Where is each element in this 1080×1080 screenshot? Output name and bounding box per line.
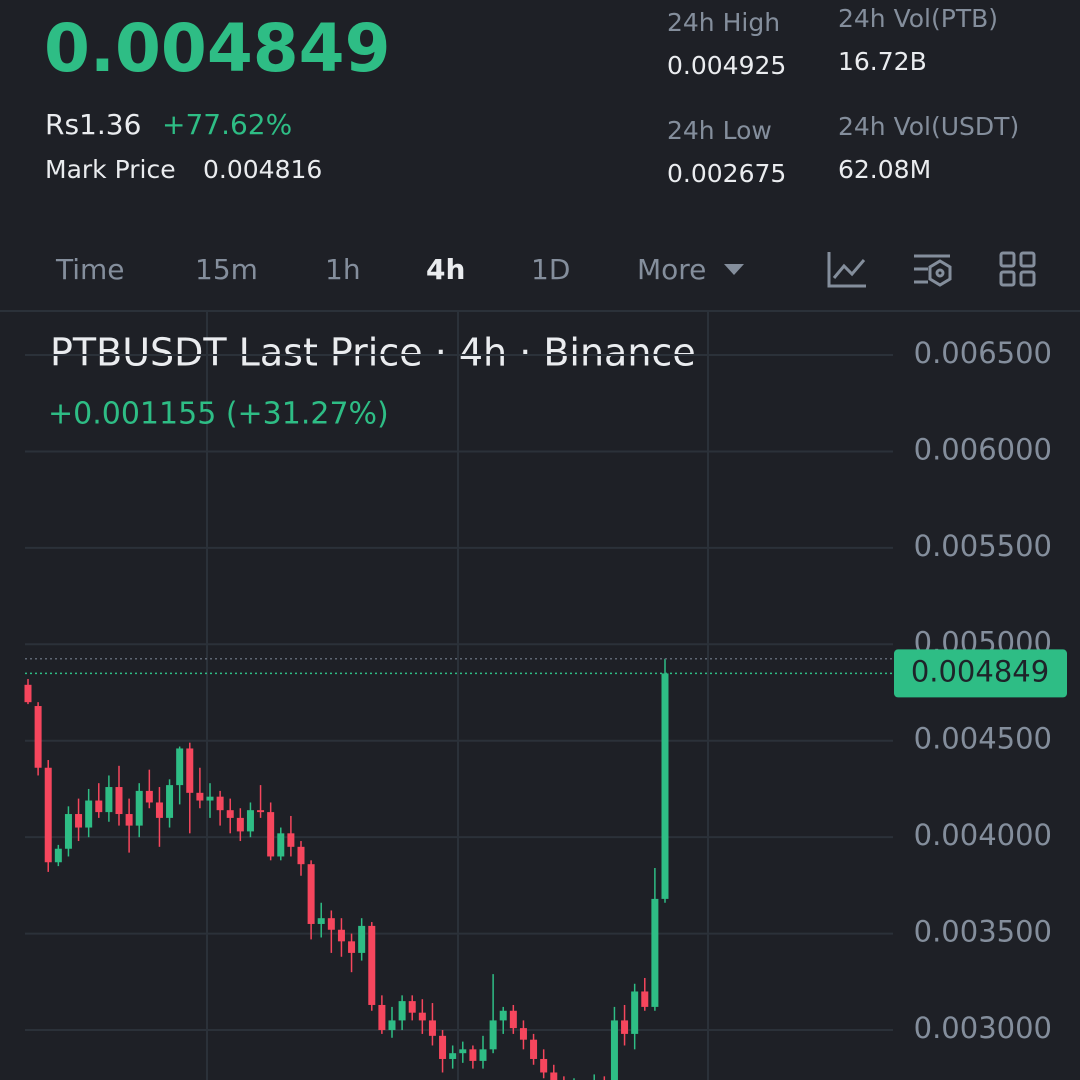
stat-value: 0.004925 [667,51,787,80]
candle-body [530,1039,538,1059]
stat-value: 62.08M [838,155,932,184]
candle-body [378,1004,386,1031]
candle-body [196,792,204,801]
tab[interactable]: Time [56,253,125,286]
y-tick-label: 0.006000 [914,432,1052,466]
candle-body [216,796,224,811]
tab[interactable]: 1h [325,253,361,286]
toolbar-icons [827,251,1036,288]
candle-body [277,833,285,857]
last-price: 0.004849 [44,10,391,87]
fiat-price: Rs1.36 [45,108,142,141]
stat-label: 24h Vol(USDT) [838,112,1020,141]
y-tick-label: 0.005500 [914,529,1052,563]
stat-label: 24h Low [667,116,772,145]
candle-body [398,1001,406,1021]
candle-body [166,785,174,818]
candle-body [631,991,639,1034]
dropdown-arrow[interactable] [724,264,744,275]
candle-body [439,1035,447,1059]
candle-body [54,848,62,863]
candle-body [348,941,356,953]
last-price-label: 0.004849 [911,654,1049,688]
candle-body [257,810,265,813]
candle-body [621,1020,629,1034]
candle-body [610,1020,618,1080]
tab[interactable]: 1D [531,253,571,286]
stat-value: 16.72B [838,47,927,76]
candle-body [418,1012,426,1021]
candle-body [358,925,366,953]
candle-body [519,1028,527,1040]
tab[interactable]: More [637,253,707,286]
candle-body [388,1020,396,1031]
candle-body [469,1049,477,1061]
candle-body [206,796,214,801]
candle-body [459,1049,467,1054]
candle-body [176,748,184,786]
candle-body [64,814,72,849]
candle-body [307,864,315,924]
stat-label: 24h High [667,8,781,37]
candle-body [125,814,133,826]
candle-body [408,1001,416,1013]
indicator-icon[interactable] [827,252,866,288]
candle-body [550,1072,558,1080]
candle-body [34,706,42,768]
candle-body [236,817,244,832]
candle-body [641,991,649,1007]
candle-body [540,1058,548,1073]
price-change: +77.62% [162,108,293,141]
candle-body [226,810,234,818]
candle-body [145,790,153,803]
candle-body [186,748,194,793]
candle-body [24,684,32,703]
y-tick-label: 0.006500 [914,336,1052,370]
candle-body [327,918,335,930]
divider [0,310,1080,312]
candle-body [95,800,103,813]
candle-body [135,790,143,826]
chart: PTBUSDT Last Price · 4h · Binance +0.001… [24,312,1067,1080]
tab[interactable]: 15m [195,253,258,286]
layout-icon[interactable] [999,251,1036,287]
candle-body [287,833,295,847]
mark-price: 0.004816 [203,155,323,184]
candle-body [428,1020,436,1036]
candle-body [651,898,659,1007]
last-price-tag [894,649,1067,698]
settings-icon[interactable] [914,254,952,287]
candle-body [489,1020,497,1050]
candle-body [115,787,123,815]
candle-body [661,673,669,899]
y-tick-label: 0.004500 [914,722,1052,756]
candle-body [449,1053,457,1059]
stat-label: 24h Vol(PTB) [838,4,999,33]
candle-body [317,918,325,924]
candle-body [368,925,376,1005]
candle-body [337,929,345,942]
candle-body [479,1049,487,1061]
chart-subtitle: +0.001155 (+31.27%) [48,397,389,432]
tab[interactable]: 4h [426,253,466,286]
candle-body [75,814,83,828]
candle-body [44,767,52,863]
y-tick-label: 0.003000 [914,1011,1052,1045]
candle-body [267,812,275,857]
candle-body [509,1010,517,1029]
chart-title: PTBUSDT Last Price · 4h · Binance [50,331,696,375]
candle-body [85,800,93,828]
y-tick-label: 0.003500 [914,915,1052,949]
stat-value: 0.002675 [667,159,787,188]
candles [24,658,669,1080]
y-tick-label: 0.004000 [914,818,1052,852]
mark-price-label: Mark Price [45,155,176,184]
candle-body [105,787,113,813]
candle-body [297,846,305,865]
candle-body [246,810,254,832]
candle-body [499,1010,507,1021]
candle-body [155,802,163,818]
